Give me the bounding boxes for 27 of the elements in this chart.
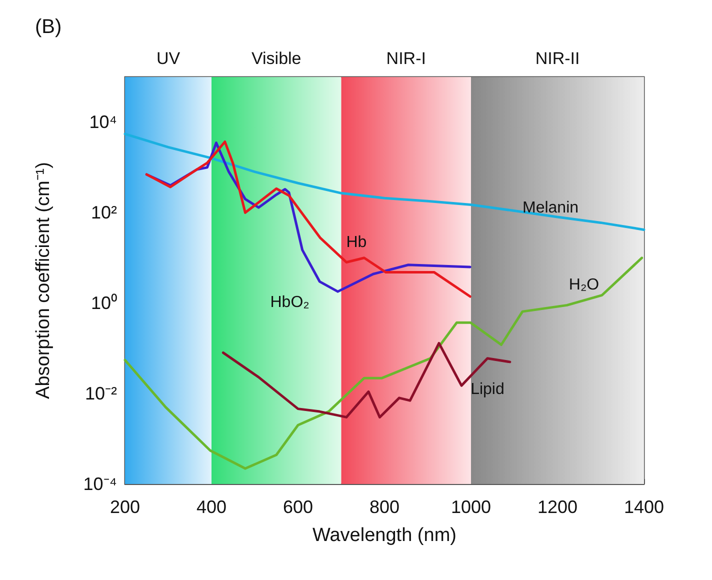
y-tick-label: 10⁰	[90, 293, 117, 314]
series-label: H₂O	[568, 276, 600, 294]
line-series	[124, 256, 644, 470]
band-label: Visible	[251, 49, 302, 68]
series-label: Melanin	[522, 200, 579, 217]
x-axis-title: Wavelength (nm)	[312, 525, 456, 546]
y-tick-label: 10⁴	[89, 112, 117, 132]
band-label: NIR-II	[535, 49, 580, 68]
x-tick-label: 1200	[537, 497, 578, 517]
line-series	[124, 132, 646, 231]
x-tick-label: 200	[110, 497, 140, 517]
y-axis-title: Absorption coefficient (cm⁻¹)	[33, 162, 54, 399]
y-tick-label: 10²	[90, 202, 118, 223]
x-tick-label: 1400	[624, 497, 664, 517]
x-tick-label: 1000	[450, 497, 492, 517]
series-label: Hb	[346, 234, 367, 251]
x-tick-label: 800	[369, 497, 400, 517]
y-tick-label: 10⁻²	[84, 384, 118, 404]
series-label: Lipid	[470, 381, 504, 398]
x-tick-label: 600	[282, 497, 314, 517]
y-tick-label: 10⁻⁴	[83, 474, 117, 494]
x-tick-label: 400	[196, 497, 227, 517]
line-series	[222, 342, 512, 418]
band-label: UV	[156, 49, 181, 68]
series-label: HbO₂	[270, 294, 310, 312]
band-label: NIR-I	[386, 49, 426, 68]
chart-title: (B)	[35, 16, 62, 38]
